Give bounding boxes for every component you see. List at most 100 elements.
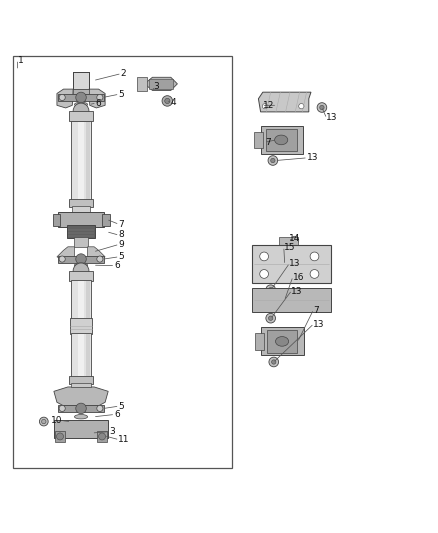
- Circle shape: [97, 405, 103, 411]
- Bar: [72, 206, 90, 213]
- Circle shape: [57, 433, 64, 440]
- Text: 7: 7: [265, 138, 271, 147]
- Text: 4: 4: [171, 98, 177, 107]
- Text: 12: 12: [263, 101, 274, 110]
- Circle shape: [293, 238, 297, 242]
- Text: 7: 7: [118, 220, 124, 229]
- Circle shape: [260, 252, 268, 261]
- Bar: [149, 78, 173, 89]
- Circle shape: [268, 287, 273, 292]
- Circle shape: [39, 417, 48, 426]
- Text: 9: 9: [118, 240, 124, 249]
- Circle shape: [310, 270, 319, 278]
- Circle shape: [73, 103, 89, 119]
- Circle shape: [271, 158, 275, 163]
- Bar: [78, 334, 84, 376]
- Circle shape: [97, 94, 103, 101]
- Text: 13: 13: [313, 320, 325, 329]
- Text: 6: 6: [114, 261, 120, 270]
- FancyBboxPatch shape: [69, 271, 93, 280]
- Circle shape: [310, 252, 319, 261]
- FancyBboxPatch shape: [69, 199, 93, 207]
- Polygon shape: [258, 92, 311, 112]
- FancyBboxPatch shape: [54, 420, 108, 438]
- Text: 1: 1: [18, 56, 23, 65]
- FancyBboxPatch shape: [67, 225, 95, 238]
- Bar: [254, 132, 263, 148]
- FancyBboxPatch shape: [279, 237, 298, 248]
- FancyBboxPatch shape: [261, 327, 304, 356]
- Bar: [71, 333, 91, 377]
- Text: 8: 8: [118, 230, 124, 239]
- Polygon shape: [88, 247, 105, 260]
- Circle shape: [162, 96, 173, 106]
- FancyBboxPatch shape: [266, 128, 297, 151]
- Bar: [86, 122, 90, 200]
- Text: 6: 6: [95, 99, 101, 108]
- Bar: [78, 280, 84, 318]
- Ellipse shape: [74, 102, 88, 107]
- Text: 14: 14: [289, 235, 300, 244]
- Circle shape: [73, 263, 89, 279]
- Bar: [58, 255, 104, 263]
- Text: 5: 5: [118, 402, 124, 411]
- Bar: [70, 318, 92, 334]
- Circle shape: [165, 98, 170, 103]
- Bar: [71, 120, 91, 201]
- Text: 3: 3: [110, 427, 115, 436]
- Ellipse shape: [275, 135, 288, 145]
- Text: 15: 15: [284, 243, 295, 252]
- Bar: [102, 214, 110, 226]
- Circle shape: [59, 405, 65, 411]
- Ellipse shape: [77, 103, 85, 106]
- Text: 5: 5: [118, 90, 124, 99]
- Text: 7: 7: [313, 306, 319, 315]
- Circle shape: [97, 256, 103, 262]
- FancyBboxPatch shape: [69, 376, 93, 384]
- Bar: [78, 122, 84, 200]
- Circle shape: [260, 270, 268, 278]
- Text: 11: 11: [118, 435, 130, 444]
- Text: 6: 6: [114, 410, 120, 419]
- Bar: [71, 280, 91, 319]
- Bar: [71, 383, 91, 387]
- FancyBboxPatch shape: [267, 330, 297, 353]
- Circle shape: [76, 92, 86, 103]
- Circle shape: [291, 236, 299, 244]
- Bar: [86, 280, 90, 318]
- FancyBboxPatch shape: [137, 77, 147, 91]
- Circle shape: [320, 106, 324, 110]
- Bar: [55, 431, 65, 442]
- Bar: [97, 431, 107, 442]
- FancyBboxPatch shape: [261, 126, 303, 154]
- Polygon shape: [89, 89, 105, 108]
- Circle shape: [76, 254, 86, 264]
- Circle shape: [299, 103, 304, 109]
- Polygon shape: [57, 247, 74, 260]
- Circle shape: [317, 103, 327, 112]
- Bar: [86, 334, 90, 376]
- Circle shape: [268, 156, 278, 165]
- Bar: [58, 94, 104, 101]
- Circle shape: [59, 256, 65, 262]
- Text: 2: 2: [120, 69, 126, 78]
- Circle shape: [269, 357, 279, 367]
- Circle shape: [76, 403, 86, 414]
- Circle shape: [262, 103, 268, 109]
- Bar: [53, 214, 60, 226]
- Circle shape: [42, 419, 46, 424]
- Bar: [13, 56, 232, 468]
- Polygon shape: [145, 77, 177, 91]
- Bar: [73, 89, 89, 94]
- Ellipse shape: [74, 263, 88, 268]
- Text: 3: 3: [153, 83, 159, 92]
- FancyBboxPatch shape: [252, 245, 331, 283]
- FancyBboxPatch shape: [69, 111, 93, 120]
- Ellipse shape: [74, 415, 88, 419]
- Polygon shape: [54, 387, 108, 406]
- Polygon shape: [57, 89, 73, 108]
- Text: 13: 13: [289, 260, 300, 269]
- Text: 13: 13: [307, 154, 318, 163]
- Bar: [255, 333, 264, 350]
- FancyBboxPatch shape: [58, 212, 104, 227]
